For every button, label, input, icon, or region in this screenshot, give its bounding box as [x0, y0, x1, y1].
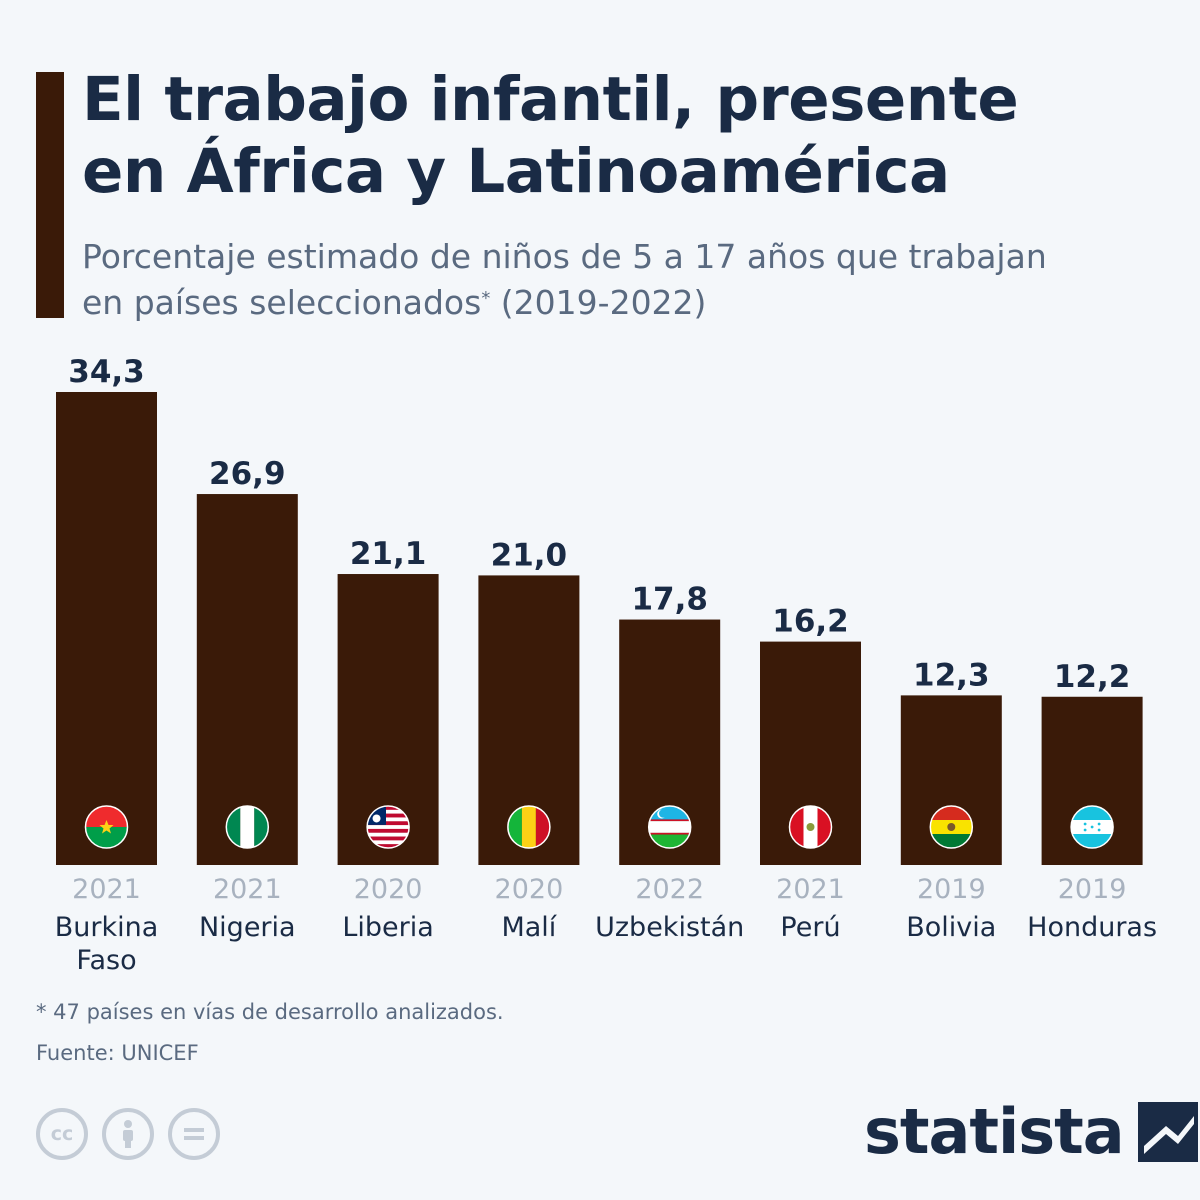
title-line-1: El trabajo infantil, presente [82, 64, 1019, 135]
category-label: Honduras [1027, 912, 1157, 943]
brand-name: statista [864, 1095, 1125, 1168]
cc-icon[interactable]: cc [36, 1108, 88, 1160]
mali-flag-icon [507, 805, 551, 849]
year-label: 2021 [776, 874, 845, 905]
data-label: 26,9 [209, 456, 286, 492]
data-label: 12,2 [1054, 659, 1131, 695]
year-label: 2019 [917, 874, 986, 905]
data-label: 21,0 [491, 537, 568, 573]
category-label: Perú [780, 912, 840, 943]
chart-subtitle: Porcentaje estimado de niños de 5 a 17 a… [82, 234, 1182, 326]
title-accent-bar [36, 72, 64, 318]
subtitle-line-2: en países seleccionados* (2019-2022) [82, 280, 1182, 326]
category-label: Bolivia [906, 912, 996, 943]
no-derivatives-icon[interactable] [168, 1108, 220, 1160]
honduras-flag-icon [1070, 805, 1114, 849]
title-line-2: en África y Latinoamérica [82, 136, 950, 207]
data-label: 16,2 [772, 604, 849, 640]
nigeria-flag-icon [225, 805, 270, 849]
bar-group: 26,9 2021 Nigeria [196, 456, 298, 943]
bar-group: 17,8 2022 Uzbekistán [595, 582, 744, 943]
year-label: 2020 [354, 874, 423, 905]
subtitle-asterisk: * [481, 288, 491, 309]
subtitle-line-1: Porcentaje estimado de niños de 5 a 17 a… [82, 237, 1047, 276]
data-label: 34,3 [68, 354, 145, 390]
source-note: Fuente: UNICEF [36, 1041, 199, 1065]
attribution-icon[interactable] [102, 1108, 154, 1160]
year-label: 2021 [72, 874, 141, 905]
category-label: Uzbekistán [595, 912, 744, 943]
bar-group: 21,0 2020 Malí [478, 537, 580, 943]
statista-mark-icon [1137, 1102, 1198, 1162]
bar [196, 494, 298, 865]
category-label: Nigeria [199, 912, 296, 943]
data-label: 12,3 [913, 657, 990, 693]
bolivia-flag-icon [929, 805, 974, 849]
year-label: 2022 [635, 874, 704, 905]
year-label: 2019 [1058, 874, 1127, 905]
data-label: 17,8 [631, 582, 708, 618]
bar-group: 12,2 2019 Honduras [1027, 659, 1157, 943]
statista-logo[interactable]: statista [864, 1097, 1198, 1167]
bar-group: 12,3 2019 Bolivia [900, 657, 1002, 943]
category-label: Burkina [55, 912, 159, 943]
year-label: 2020 [495, 874, 564, 905]
category-label: Liberia [342, 912, 433, 943]
uzbekistan-flag-icon [647, 805, 692, 849]
bar [56, 392, 157, 865]
chart-title: El trabajo infantil, presente en África … [82, 64, 1182, 208]
license-icons: cc [36, 1108, 220, 1160]
category-label: Malí [501, 912, 557, 943]
subtitle-line-2a: en países seleccionados [82, 283, 482, 322]
subtitle-line-2b: (2019-2022) [490, 283, 707, 322]
peru-flag-icon [788, 805, 833, 849]
liberia-flag-icon [366, 805, 410, 849]
category-label: Faso [76, 945, 136, 976]
burkina-faso-flag-icon [84, 805, 129, 849]
data-label: 21,1 [350, 536, 427, 572]
year-label: 2021 [213, 874, 282, 905]
footnote: * 47 países en vías de desarrollo analiz… [36, 1000, 504, 1024]
bar-group: 21,1 2020 Liberia [337, 536, 439, 943]
bar-group: 16,2 2021 Perú [760, 604, 861, 943]
